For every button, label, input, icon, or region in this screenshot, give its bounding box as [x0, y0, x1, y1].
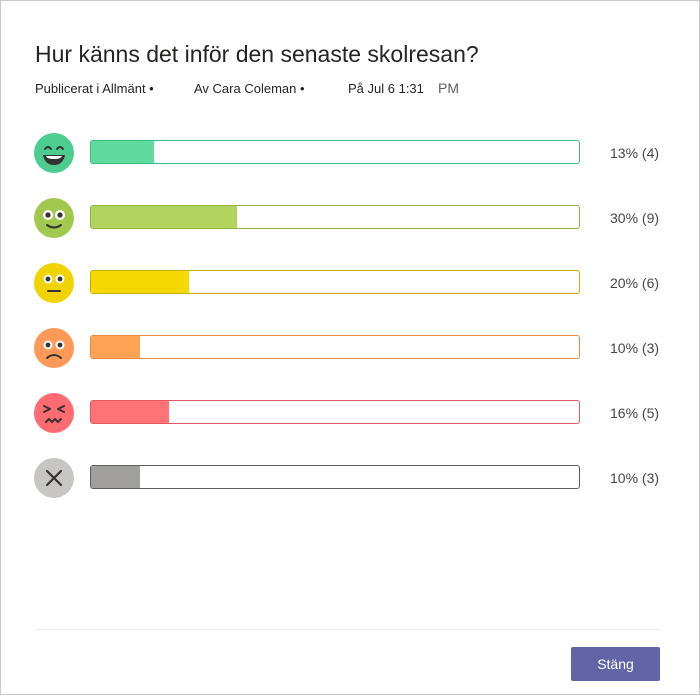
- close-button[interactable]: Stäng: [571, 647, 660, 681]
- poll-option-row: 16% (5): [1, 392, 699, 436]
- result-bar: [90, 335, 580, 359]
- smiling-face-icon: [34, 198, 74, 238]
- result-bar: [90, 400, 580, 424]
- frowning-face-icon: [34, 328, 74, 368]
- result-bar: [90, 270, 580, 294]
- x-mark-icon: [34, 458, 74, 498]
- result-percent-label: 10% (3): [610, 340, 660, 356]
- result-bar-fill: [91, 271, 189, 293]
- result-bar-fill: [91, 401, 170, 423]
- result-bar-fill: [91, 206, 238, 228]
- result-bar: [90, 465, 580, 489]
- poll-option-row: 20% (6): [1, 262, 699, 306]
- result-percent-label: 10% (3): [610, 470, 660, 486]
- result-percent-label: 13% (4): [610, 145, 660, 161]
- result-bar: [90, 205, 580, 229]
- poll-option-row: 10% (3): [1, 327, 699, 371]
- poll-time-suffix: PM: [438, 80, 459, 96]
- result-bar-fill: [91, 336, 140, 358]
- result-bar-fill: [91, 141, 155, 163]
- poll-date: På Jul 6 1:31: [348, 81, 424, 96]
- result-bar-fill: [91, 466, 140, 488]
- poll-option-row: 13% (4): [1, 132, 699, 176]
- result-percent-label: 30% (9): [610, 210, 660, 226]
- footer-divider: [35, 629, 660, 630]
- result-bar: [90, 140, 580, 164]
- result-percent-label: 20% (6): [610, 275, 660, 291]
- published-channel: Publicerat i Allmänt •: [35, 81, 154, 96]
- poll-author: Av Cara Coleman •: [194, 81, 305, 96]
- tired-face-icon: [34, 393, 74, 433]
- poll-option-row: 30% (9): [1, 197, 699, 241]
- grinning-face-icon: [34, 133, 74, 173]
- poll-question: Hur känns det inför den senaste skolresa…: [35, 41, 479, 67]
- result-percent-label: 16% (5): [610, 405, 660, 421]
- poll-option-row: 10% (3): [1, 457, 699, 501]
- neutral-face-icon: [34, 263, 74, 303]
